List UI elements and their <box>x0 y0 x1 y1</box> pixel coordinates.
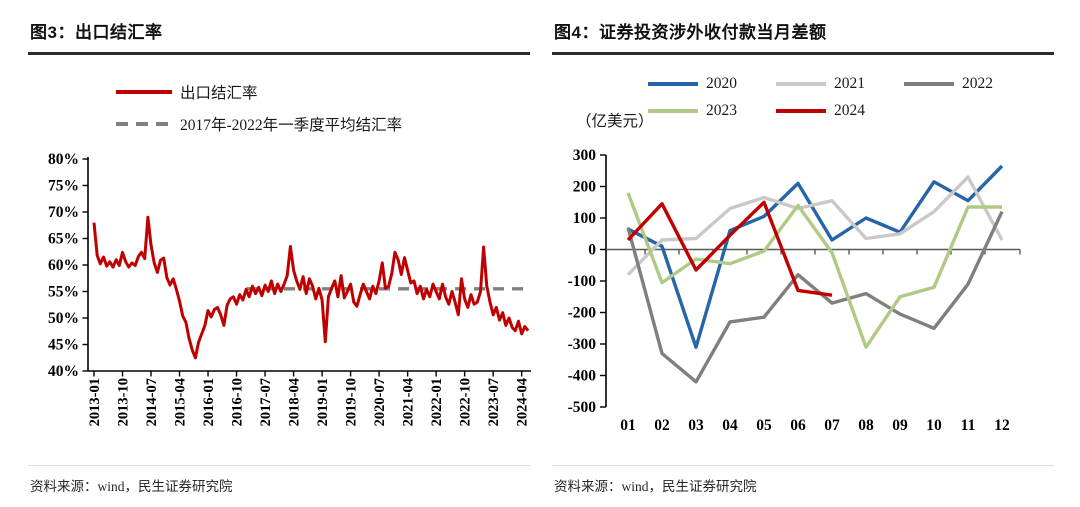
legend-item-2024: 2024 <box>776 102 904 120</box>
figure4-line-chart: 300 200 100 0 -100 -200 -300 -400 -500 01 02 03 04 05… <box>568 147 1021 434</box>
fig3-x-tick-label: 2013-01 <box>87 378 103 426</box>
fig3-x-tick-label: 2014-07 <box>144 378 160 426</box>
fig4-y-tick-label: -100 <box>568 273 597 290</box>
fig3-x-tick-label: 2022-10 <box>458 378 474 426</box>
fig3-settlement-rate-line <box>92 215 530 360</box>
fig4-y-tick-label: 200 <box>573 179 597 196</box>
legend-label-2024: 2024 <box>834 102 865 119</box>
fig4-month-label: 12 <box>994 417 1010 434</box>
fig3-x-tick-label: 2024-04 <box>515 378 531 426</box>
fig4-y-tick-label: -200 <box>568 305 597 322</box>
fig3-x-tick-label: 2018-04 <box>287 378 303 426</box>
fig3-y-tick-label: 40% <box>48 363 79 380</box>
fig4-y-tick-label: -400 <box>568 368 597 385</box>
legend-item-average-rate: 2017年-2022年一季度平均结汇率 <box>116 113 530 135</box>
legend-item-2021: 2021 <box>776 75 904 93</box>
fig3-x-tick-label: 2019-10 <box>344 378 360 426</box>
fig4-month-label: 09 <box>892 417 908 434</box>
fig4-month-label: 08 <box>858 417 874 434</box>
legend-swatch-2023 <box>648 109 698 113</box>
legend-label-2020: 2020 <box>706 75 737 92</box>
fig3-y-tick-label: 65% <box>48 231 79 248</box>
legend-label-average-rate: 2017年-2022年一季度平均结汇率 <box>180 117 403 134</box>
legend-item-2023: 2023 <box>648 102 776 120</box>
fig4-y-tick-label: -500 <box>568 399 597 416</box>
legend-label-2021: 2021 <box>834 75 865 92</box>
fig3-x-tick-label: 2013-10 <box>116 378 132 426</box>
figure4-legend: （亿美元） 2020 2021 2022 2023 <box>552 75 1054 135</box>
legend-item-2020: 2020 <box>648 75 776 93</box>
fig4-month-label: 11 <box>961 417 976 434</box>
fig4-y-tick-label: 300 <box>573 147 597 164</box>
fig4-month-label: 03 <box>688 417 704 434</box>
legend-swatch-settlement-rate <box>116 90 172 94</box>
fig3-x-tick-label: 2017-07 <box>258 378 274 426</box>
legend-label-2023: 2023 <box>706 102 737 119</box>
fig3-x-tick-label: 2016-01 <box>201 378 217 426</box>
fig3-y-tick-label: 55% <box>48 284 79 301</box>
fig4-unit-label: （亿美元） <box>576 113 654 130</box>
legend-item-2022: 2022 <box>904 75 1032 93</box>
figure3-source: 资料来源：wind，民生证券研究院 <box>28 465 530 497</box>
fig3-y-tick-label: 45% <box>48 337 79 354</box>
fig3-y-tick-label: 70% <box>48 204 79 221</box>
legend-swatch-2022 <box>904 82 954 86</box>
fig3-x-tick-label: 2020-07 <box>372 378 388 426</box>
fig4-y-tick-label: 100 <box>573 210 597 227</box>
figure3-line-chart: 80% 75% 70% 65% 60% 55% 50% 45% 40% 2013-01 2013-1… <box>48 151 531 426</box>
fig3-x-tick-label: 2015-04 <box>173 378 189 426</box>
figure4-panel: 图4：证券投资涉外收付款当月差额 （亿美元） 2020 2021 2022 <box>552 12 1054 497</box>
fig4-month-label: 06 <box>790 417 806 434</box>
fig4-month-label: 02 <box>654 417 670 434</box>
legend-swatch-2021 <box>776 82 826 86</box>
legend-swatch-2020 <box>648 82 698 86</box>
legend-item-settlement-rate: 出口结汇率 <box>116 81 530 103</box>
fig4-month-label: 10 <box>926 417 942 434</box>
fig3-y-tick-label: 75% <box>48 178 79 195</box>
figure4-title: 图4：证券投资涉外收付款当月差额 <box>552 12 1054 55</box>
figure3-title: 图3：出口结汇率 <box>28 12 530 55</box>
fig3-x-tick-label: 2021-04 <box>401 378 417 426</box>
legend-swatch-average-rate <box>116 122 172 126</box>
fig3-y-tick-label: 50% <box>48 310 79 327</box>
fig4-series-line-2023 <box>626 192 1002 349</box>
fig4-month-label: 07 <box>824 417 840 434</box>
fig4-y-tick-label: -300 <box>568 336 597 353</box>
fig3-x-tick-label: 2022-01 <box>429 378 445 426</box>
fig4-series-line-2020 <box>627 164 1004 349</box>
fig4-series-line-2024 <box>626 200 833 297</box>
fig4-series-line-2022 <box>626 210 1004 384</box>
fig3-y-tick-label: 60% <box>48 257 79 274</box>
fig3-y-tick-label: 80% <box>48 151 79 168</box>
fig4-month-label: 05 <box>756 417 772 434</box>
fig3-x-tick-label: 2016-10 <box>230 378 246 426</box>
fig3-x-tick-label: 2023-07 <box>486 378 502 426</box>
figure4-source: 资料来源：wind，民生证券研究院 <box>552 465 1054 497</box>
figure3-panel: 图3：出口结汇率 出口结汇率 2017年-2022年一季度平均结汇率 80% 75… <box>28 12 531 497</box>
legend-swatch-2024 <box>776 109 826 113</box>
fig3-x-tick-label: 2019-01 <box>315 378 331 426</box>
legend-label-2022: 2022 <box>962 75 993 92</box>
legend-label-settlement-rate: 出口结汇率 <box>180 85 258 102</box>
figure4-legend-grid: 2020 2021 2022 2023 2024 <box>648 75 1054 120</box>
fig4-month-label: 04 <box>722 417 738 434</box>
fig4-y-tick-label: 0 <box>588 242 596 259</box>
fig4-month-label: 01 <box>620 417 636 434</box>
fig4-series-line-2021 <box>626 175 1004 276</box>
figure3-legend: 出口结汇率 2017年-2022年一季度平均结汇率 <box>116 81 530 135</box>
